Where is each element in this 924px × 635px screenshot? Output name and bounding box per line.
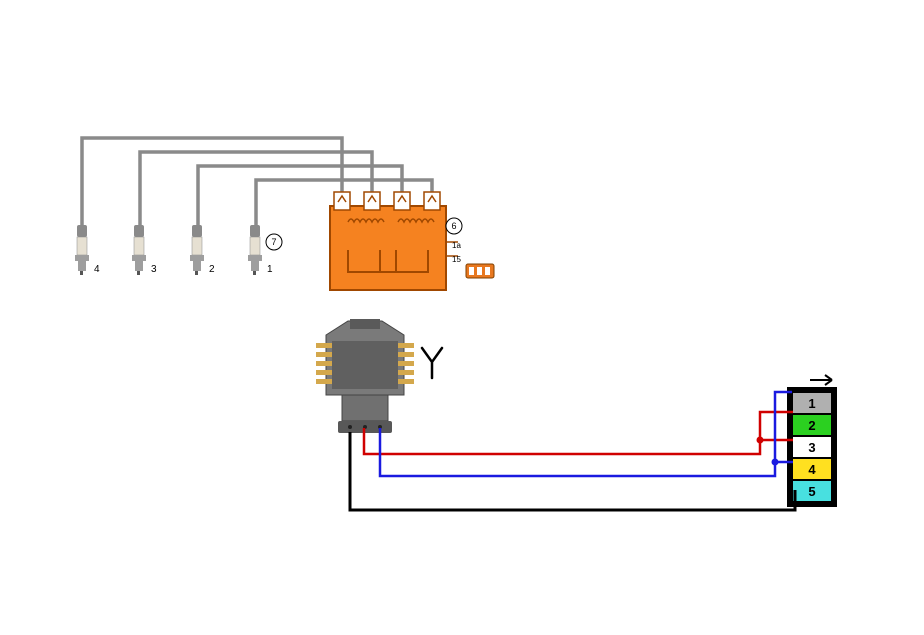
spark-plug: 1	[248, 225, 273, 275]
spark-plug: 3	[132, 225, 157, 275]
junction-dot	[772, 459, 779, 466]
spark-plug-label: 3	[151, 264, 157, 275]
pin-number: 4	[808, 462, 816, 477]
coil-pin-label: 15	[452, 255, 461, 264]
pin-number: 2	[808, 418, 815, 433]
spark-plug: 4	[75, 225, 100, 275]
spark-plug: 2	[190, 225, 215, 275]
spark-plug-label: 2	[209, 264, 215, 275]
pin-number: 1	[808, 396, 815, 411]
pin-block: 1 2 3 4 5	[787, 387, 837, 507]
pin-number: 5	[808, 484, 815, 499]
wire-red	[364, 412, 793, 454]
antenna-icon	[422, 348, 442, 378]
spark-plug-label: 1	[267, 264, 273, 275]
spark-plugs: 4 3 2 1	[75, 225, 273, 275]
coil-side-labels: 1a 15	[452, 241, 494, 278]
arrow-icon	[810, 375, 832, 385]
junction-dot	[757, 437, 764, 444]
wire-black	[350, 432, 795, 510]
spark-plug-label: 4	[94, 264, 100, 275]
bottom-wires	[350, 392, 795, 510]
callout-number: 6	[451, 221, 456, 231]
pin-number: 3	[808, 440, 815, 455]
coil-pin-label: 1a	[452, 241, 461, 250]
callout-number: 7	[271, 237, 276, 247]
connector-plug	[316, 319, 414, 433]
ignition-coil	[330, 192, 458, 290]
wire-blue	[380, 392, 793, 476]
